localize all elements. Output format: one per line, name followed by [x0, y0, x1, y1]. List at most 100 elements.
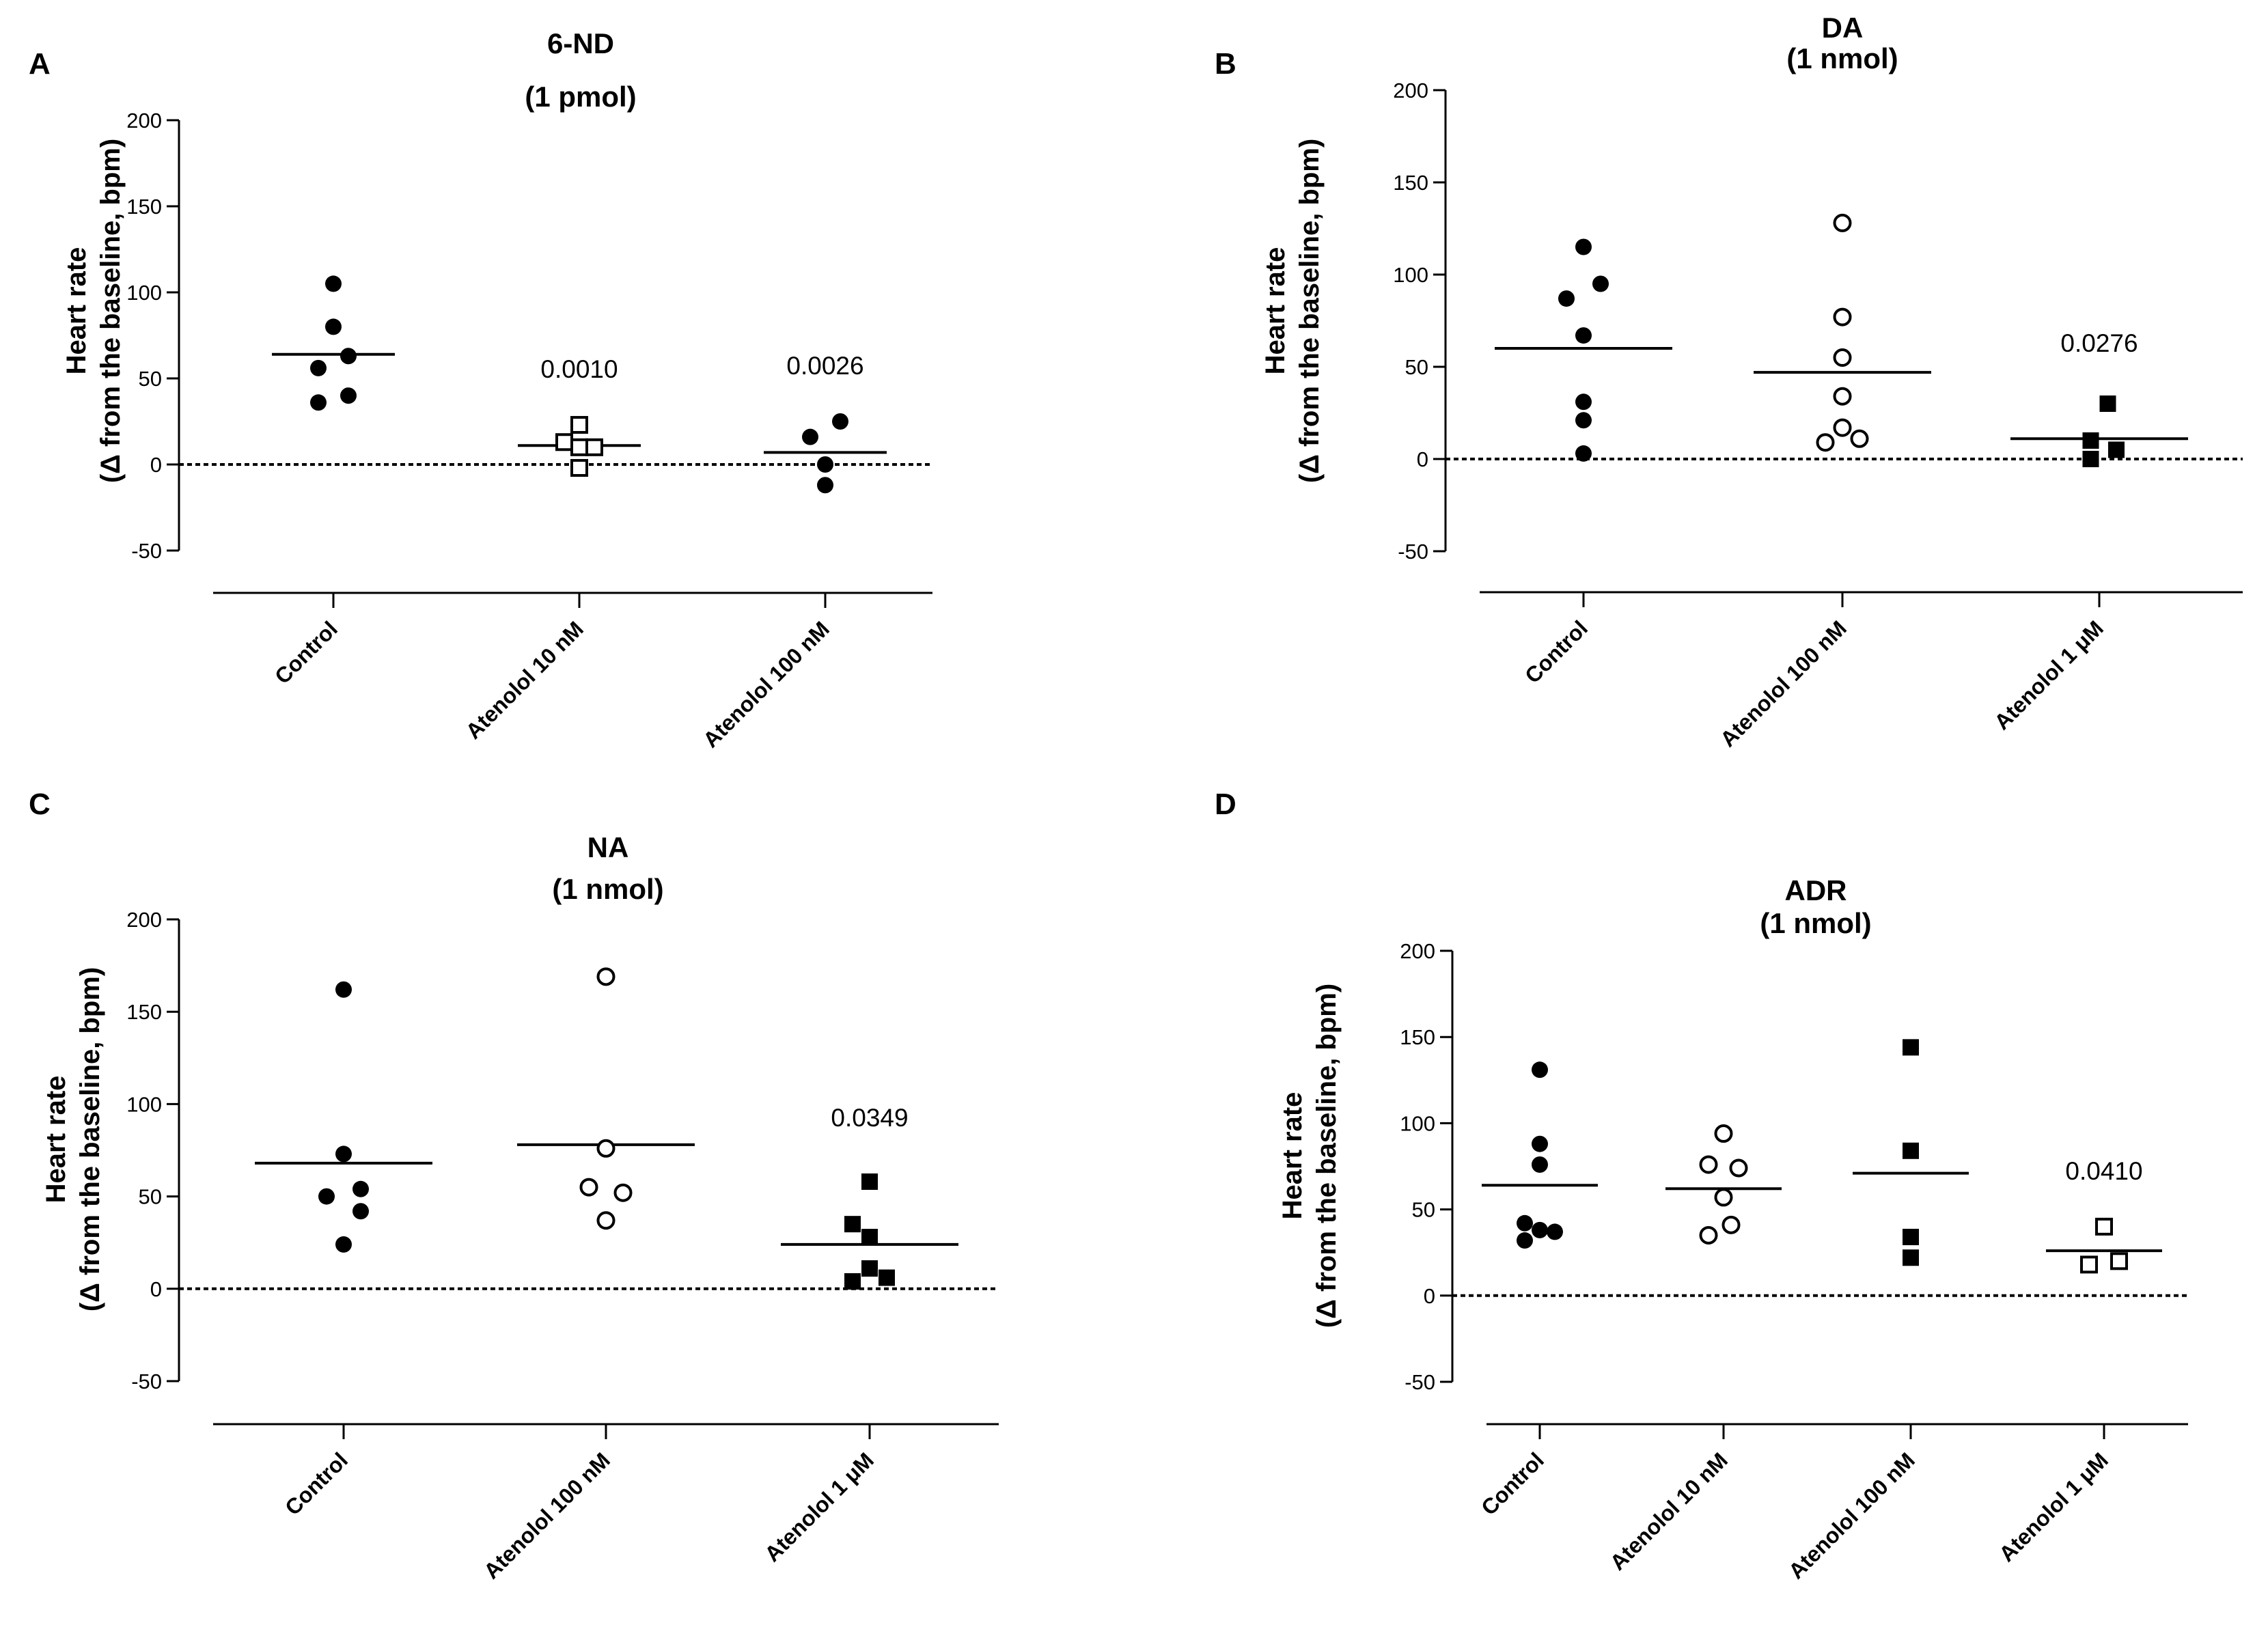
x-tick-label-atenolol-100-nm: Atenolol 100 nM [1715, 615, 1851, 751]
panel-letter: C [29, 788, 51, 821]
data-point-atenolol-1-um [2099, 395, 2116, 412]
x-tick-label-atenolol-100-nm: Atenolol 100 nM [479, 1447, 615, 1583]
x-tick-label-control: Control [270, 616, 342, 689]
data-point-atenolol-100-nm [579, 1178, 598, 1197]
data-point-control [1547, 1223, 1563, 1240]
panel-letter: D [1215, 788, 1236, 821]
data-point-atenolol-10-nm [570, 438, 588, 456]
chart-title: 6-ND [547, 27, 614, 59]
y-tick-label: 100 [126, 281, 162, 305]
y-tick-label: 150 [1393, 171, 1428, 195]
data-point-atenolol-1-um [2110, 1252, 2128, 1270]
data-point-control [325, 275, 342, 292]
data-point-control [1532, 1221, 1548, 1238]
data-point-control [1532, 1135, 1548, 1152]
x-tick-label-atenolol-10-nm: Atenolol 10 nM [461, 616, 588, 743]
data-point-control [1575, 393, 1592, 411]
x-tick-label-control: Control [280, 1447, 352, 1520]
y-tick-label: 150 [126, 1000, 162, 1024]
y-axis-label: Heart rate (Δ from the baseline, bpm) [1277, 984, 1342, 1328]
data-point-control [1517, 1232, 1533, 1249]
panel-a: A 6-ND (1 pmol) Heart rate (Δ from the basel… [29, 27, 932, 752]
data-point-control [340, 387, 357, 404]
x-tick-label-atenolol-1-um: Atenolol 1 μM [1989, 615, 2108, 734]
y-axis-label-line2: (Δ from the baseline, bpm) [1295, 139, 1325, 483]
p-value-label-atenolol-1-um: 0.0410 [2065, 1157, 2142, 1185]
data-point-atenolol-100-nm [832, 413, 848, 430]
y-tick-label: 100 [1393, 263, 1428, 287]
y-tick-label: -50 [131, 1370, 162, 1393]
data-point-control [1575, 412, 1592, 429]
p-value-label-atenolol-10-nm: 0.0010 [540, 355, 618, 383]
y-tick-label: 50 [139, 1185, 162, 1209]
data-point-atenolol-100-nm [817, 477, 833, 494]
data-point-control [325, 318, 342, 335]
chart-subtitle: (1 nmol) [552, 873, 663, 905]
chart-subtitle: (1 pmol) [525, 81, 636, 113]
data-point-control [310, 394, 327, 411]
data-point-atenolol-10-nm [1721, 1215, 1741, 1234]
y-axis-label-line2: (Δ from the baseline, bpm) [1312, 984, 1342, 1328]
y-tick-label: 0 [1417, 447, 1428, 471]
data-point-atenolol-1-um [844, 1273, 861, 1290]
y-axis-label-line1: Heart rate [1277, 1092, 1308, 1220]
chart-title: NA [587, 831, 629, 863]
y-tick-label: -50 [131, 539, 162, 563]
y-axis-label: Heart rate (Δ from the baseline, bpm) [61, 139, 126, 483]
data-point-atenolol-1-um [2082, 432, 2099, 449]
y-axis-label: Heart rate (Δ from the baseline, bpm) [1260, 139, 1325, 483]
chart-title: ADR [1785, 874, 1847, 906]
data-point-atenolol-1-um [861, 1260, 878, 1277]
data-point-atenolol-10-nm [1714, 1188, 1733, 1207]
data-point-control [352, 1180, 369, 1197]
p-value-label-atenolol-100-nm: 0.0026 [786, 352, 863, 380]
panel-b: B DA(1 nmol) Heart rate (Δ from the baselin… [1215, 12, 2243, 751]
x-tick-label-control: Control [1476, 1447, 1549, 1520]
data-point-atenolol-1-um [844, 1216, 861, 1233]
y-tick-label: 50 [1405, 355, 1428, 379]
data-point-atenolol-100-nm [1903, 1039, 1919, 1056]
data-point-control [1517, 1214, 1533, 1232]
data-point-control [352, 1203, 369, 1220]
data-point-control [340, 348, 357, 365]
y-tick-label: 200 [126, 109, 162, 133]
p-value-label-atenolol-1-um: 0.0276 [2060, 329, 2138, 357]
data-point-atenolol-100-nm [1833, 418, 1852, 437]
x-tick-label-atenolol-10-nm: Atenolol 10 nM [1605, 1447, 1732, 1574]
panel-letter: A [29, 47, 51, 81]
y-tick-label: 100 [126, 1092, 162, 1116]
data-point-control [1592, 275, 1609, 292]
y-tick-label: 0 [150, 453, 162, 477]
data-point-atenolol-10-nm [555, 433, 573, 451]
data-point-control [1532, 1156, 1548, 1173]
data-point-atenolol-1-um [2095, 1217, 2113, 1236]
chart-title: DA [1822, 12, 1864, 44]
y-axis-label-line1: Heart rate [1260, 247, 1290, 375]
data-point-control [1558, 290, 1575, 307]
data-point-atenolol-10-nm [570, 459, 588, 477]
data-point-atenolol-10-nm [570, 416, 588, 434]
y-tick-label: 0 [1424, 1284, 1435, 1308]
x-tick-label-atenolol-1-um: Atenolol 1 μM [760, 1447, 879, 1566]
chart-subtitle: (1 nmol) [1786, 42, 1898, 74]
x-tick-label-atenolol-100-nm: Atenolol 100 nM [698, 616, 834, 752]
data-point-atenolol-1-um [861, 1229, 878, 1246]
data-point-atenolol-100-nm [596, 967, 616, 986]
data-point-atenolol-1-um [2082, 451, 2099, 467]
data-point-atenolol-100-nm [1833, 307, 1852, 326]
data-point-atenolol-10-nm [1699, 1155, 1718, 1174]
data-point-atenolol-100-nm [1833, 387, 1852, 406]
data-point-atenolol-100-nm [817, 456, 833, 473]
data-point-atenolol-100-nm [1903, 1142, 1919, 1159]
data-point-control [335, 1145, 352, 1163]
data-point-atenolol-1-um [861, 1173, 878, 1190]
data-point-atenolol-100-nm [1833, 213, 1852, 232]
y-tick-label: 200 [1400, 939, 1435, 963]
y-tick-label: 100 [1400, 1111, 1435, 1135]
p-value-label-atenolol-1-um: 0.0349 [831, 1104, 908, 1132]
data-point-atenolol-100-nm [1833, 348, 1852, 367]
y-tick-label: 50 [139, 367, 162, 391]
data-point-atenolol-10-nm [1729, 1158, 1748, 1178]
y-tick-label: 150 [1400, 1025, 1435, 1049]
